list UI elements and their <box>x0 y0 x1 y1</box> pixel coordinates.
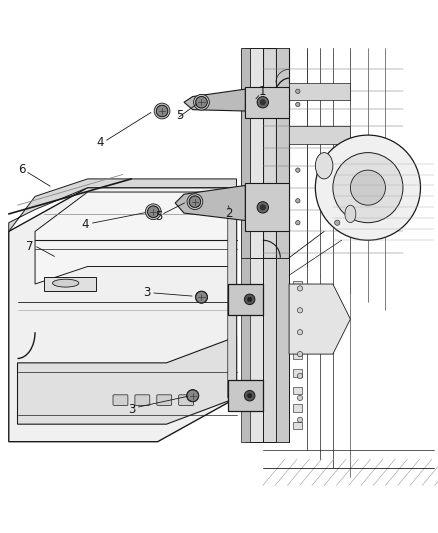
FancyBboxPatch shape <box>293 369 302 377</box>
Circle shape <box>296 221 300 225</box>
Polygon shape <box>289 83 350 100</box>
Circle shape <box>189 196 201 207</box>
Text: 6: 6 <box>18 163 26 176</box>
Circle shape <box>260 205 265 210</box>
Circle shape <box>296 199 300 203</box>
Circle shape <box>148 206 159 217</box>
Text: 3: 3 <box>128 403 135 416</box>
Circle shape <box>196 292 207 303</box>
Circle shape <box>187 390 198 401</box>
Polygon shape <box>289 126 350 144</box>
Circle shape <box>195 291 208 303</box>
Polygon shape <box>184 89 245 111</box>
Circle shape <box>145 204 161 220</box>
Circle shape <box>297 351 303 357</box>
Polygon shape <box>276 258 289 442</box>
Text: 1: 1 <box>259 85 267 98</box>
Text: 7: 7 <box>26 240 34 253</box>
Polygon shape <box>245 183 289 231</box>
FancyBboxPatch shape <box>293 281 302 289</box>
Circle shape <box>244 391 255 401</box>
Polygon shape <box>9 179 237 231</box>
Circle shape <box>260 100 265 105</box>
Polygon shape <box>241 47 250 258</box>
Circle shape <box>187 390 198 401</box>
FancyBboxPatch shape <box>293 404 302 412</box>
Circle shape <box>189 196 201 207</box>
Polygon shape <box>35 192 237 284</box>
Polygon shape <box>228 188 237 398</box>
Circle shape <box>187 194 203 209</box>
Circle shape <box>148 206 159 217</box>
Circle shape <box>297 308 303 313</box>
Ellipse shape <box>345 205 356 223</box>
FancyBboxPatch shape <box>135 395 150 405</box>
Circle shape <box>297 395 303 400</box>
Text: 5: 5 <box>155 210 162 223</box>
FancyBboxPatch shape <box>179 395 194 405</box>
Polygon shape <box>276 47 289 258</box>
Polygon shape <box>263 47 276 258</box>
Circle shape <box>196 96 207 108</box>
Text: 2: 2 <box>225 207 233 221</box>
Circle shape <box>154 103 170 119</box>
Polygon shape <box>9 188 237 442</box>
FancyBboxPatch shape <box>293 317 302 324</box>
Text: 3: 3 <box>143 286 150 300</box>
Circle shape <box>297 374 303 378</box>
Polygon shape <box>175 185 245 221</box>
Circle shape <box>333 152 403 223</box>
FancyBboxPatch shape <box>113 395 128 405</box>
Circle shape <box>247 297 252 302</box>
FancyBboxPatch shape <box>293 422 302 430</box>
Text: 4: 4 <box>81 217 89 230</box>
Circle shape <box>335 220 340 225</box>
Circle shape <box>296 102 300 107</box>
FancyBboxPatch shape <box>157 395 172 405</box>
Circle shape <box>296 89 300 93</box>
Circle shape <box>244 294 255 304</box>
Text: 4: 4 <box>96 135 104 149</box>
Polygon shape <box>289 284 350 354</box>
Polygon shape <box>228 381 263 411</box>
Polygon shape <box>241 258 250 442</box>
Polygon shape <box>228 284 263 314</box>
Polygon shape <box>44 278 96 290</box>
FancyBboxPatch shape <box>293 351 302 359</box>
Circle shape <box>196 96 207 108</box>
Circle shape <box>194 94 209 110</box>
FancyBboxPatch shape <box>293 386 302 394</box>
FancyBboxPatch shape <box>293 299 302 307</box>
Polygon shape <box>263 258 276 442</box>
Circle shape <box>156 106 168 117</box>
Polygon shape <box>245 87 289 118</box>
Circle shape <box>350 170 385 205</box>
Text: 5: 5 <box>176 109 183 123</box>
Circle shape <box>257 96 268 108</box>
Circle shape <box>297 329 303 335</box>
Circle shape <box>257 201 268 213</box>
Circle shape <box>156 106 168 117</box>
Circle shape <box>196 292 207 303</box>
FancyBboxPatch shape <box>293 334 302 342</box>
Circle shape <box>297 417 303 423</box>
Polygon shape <box>245 258 263 442</box>
Circle shape <box>297 286 303 291</box>
Ellipse shape <box>315 152 333 179</box>
Circle shape <box>247 393 252 398</box>
Circle shape <box>187 390 199 402</box>
Circle shape <box>315 135 420 240</box>
Ellipse shape <box>53 279 79 287</box>
Polygon shape <box>245 47 263 258</box>
Polygon shape <box>18 336 237 424</box>
Circle shape <box>296 168 300 172</box>
